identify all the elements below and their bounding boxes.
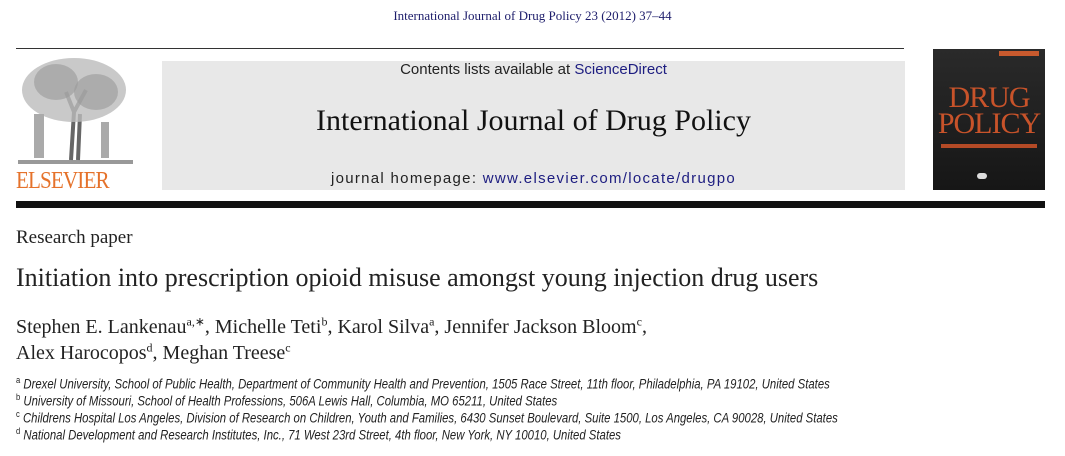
homepage-prefix: journal homepage: [330,170,483,187]
affiliation: d National Development and Research Inst… [16,426,621,443]
affiliation: a Drexel University, School of Public He… [16,375,830,392]
author-line-1: Stephen E. Lankenaua,∗, Michelle Tetib, … [16,314,647,338]
cover-title: DRUG POLICY [933,81,1045,140]
sciencedirect-link[interactable]: ScienceDirect [574,61,667,78]
author[interactable]: Alex Harocoposd [16,340,153,364]
elsevier-wordmark: ELSEVIER [16,168,110,194]
homepage-link[interactable]: www.elsevier.com/locate/drugpo [482,170,737,187]
author[interactable]: Meghan Treesec [162,340,291,364]
journal-title: International Journal of Drug Policy [316,104,751,137]
cover-logo-icon [977,173,987,179]
cover-bar [941,144,1037,148]
author[interactable]: Michelle Tetib [214,314,328,338]
divider [16,48,904,49]
cover-strip [999,51,1039,56]
article-type: Research paper [16,227,133,248]
contents-prefix: Contents lists available at [400,61,575,78]
author[interactable]: Stephen E. Lankenaua,∗ [16,314,205,338]
elsevier-tree-logo [18,58,133,164]
author[interactable]: Jennifer Jackson Bloomc [444,314,642,338]
author[interactable]: Karol Silvaa [337,314,435,338]
author-line-2: Alex Harocoposd, Meghan Treesec [16,340,291,364]
affiliation: c Childrens Hospital Los Angeles, Divisi… [16,409,838,426]
header-rule [16,201,1045,208]
homepage-line: journal homepage: www.elsevier.com/locat… [162,170,905,187]
cover-title-line2: POLICY [937,107,1041,140]
article-title: Initiation into prescription opioid misu… [16,263,819,292]
journal-cover: DRUG POLICY [933,49,1045,190]
journal-citation: International Journal of Drug Policy 23 … [393,8,672,23]
contents-line: Contents lists available at ScienceDirec… [162,61,905,78]
affiliation: b University of Missouri, School of Heal… [16,392,558,409]
masthead-box [162,61,905,190]
cover-title-line1: DRUG [948,81,1030,114]
